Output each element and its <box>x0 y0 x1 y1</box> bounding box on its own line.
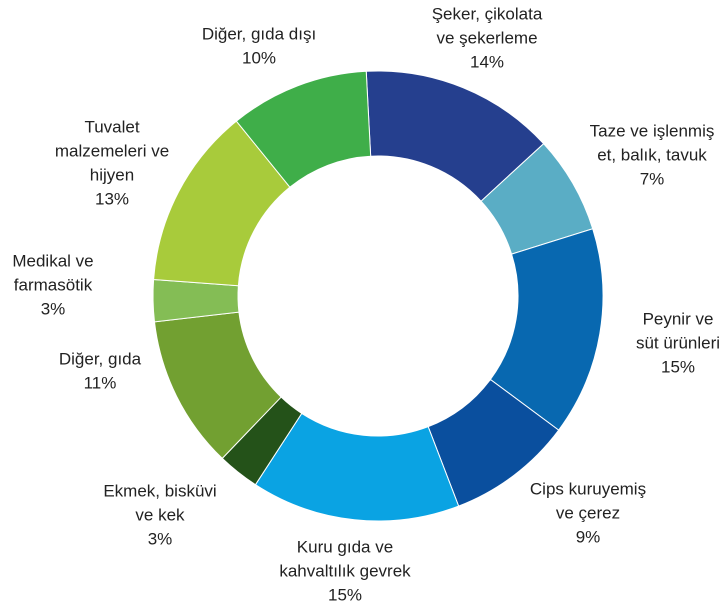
segment-label: et, balık, tavuk <box>597 145 707 164</box>
segment-label: kahvaltılık gevrek <box>279 561 411 580</box>
segment-label: süt ürünleri <box>636 333 720 352</box>
segment-label: Diğer, gıda <box>59 349 142 368</box>
value-label: 3% <box>41 299 66 318</box>
value-label: 10% <box>242 48 276 67</box>
value-label: 15% <box>328 585 362 604</box>
value-label: 3% <box>148 529 173 548</box>
segment-label: ve şekerleme <box>436 28 537 47</box>
value-label: 13% <box>95 189 129 208</box>
segment-label: Taze ve işlenmiş <box>590 121 715 140</box>
segment-label: hijyen <box>90 165 134 184</box>
segment-label: Peynir ve <box>643 309 714 328</box>
donut-segment <box>235 70 372 188</box>
segment-label: Diğer, gıda dışı <box>202 24 316 43</box>
segment-label: malzemeleri ve <box>55 141 169 160</box>
segment-label: Ekmek, bisküvi <box>103 481 216 500</box>
value-label: 15% <box>661 357 695 376</box>
value-label: 9% <box>576 527 601 546</box>
value-label: 14% <box>470 52 504 71</box>
segment-label: Cips kuruyemiş <box>530 479 646 498</box>
segment-label: ve çerez <box>556 503 620 522</box>
value-label: 7% <box>640 169 665 188</box>
segment-label: Kuru gıda ve <box>297 537 393 556</box>
segment-label: Tuvalet <box>84 117 139 136</box>
segment-label: Medikal ve <box>12 251 93 270</box>
segment-label: farmasötik <box>14 275 93 294</box>
segment-label: Şeker, çikolata <box>432 4 543 23</box>
value-label: 11% <box>84 373 117 392</box>
segment-label: ve kek <box>135 505 185 524</box>
